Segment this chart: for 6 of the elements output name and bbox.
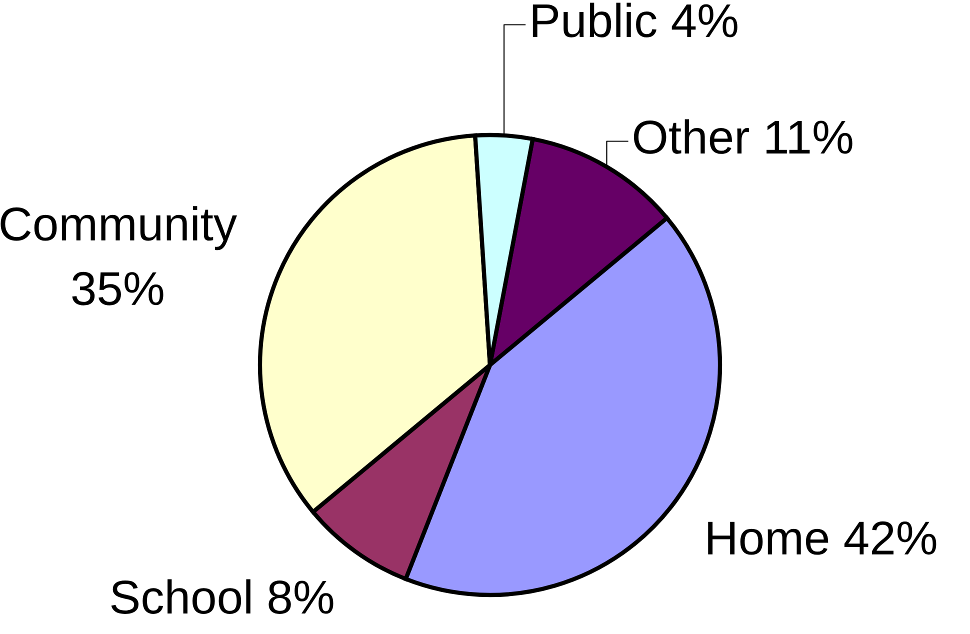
data-label: 35% <box>72 272 164 306</box>
slice-label: Other 11% <box>634 119 852 154</box>
slice-label: School 8% <box>111 579 334 614</box>
slice-label: Public 4% <box>532 2 738 38</box>
slice-label: Community <box>0 206 237 250</box>
slice-label: Home 42% <box>708 521 936 555</box>
